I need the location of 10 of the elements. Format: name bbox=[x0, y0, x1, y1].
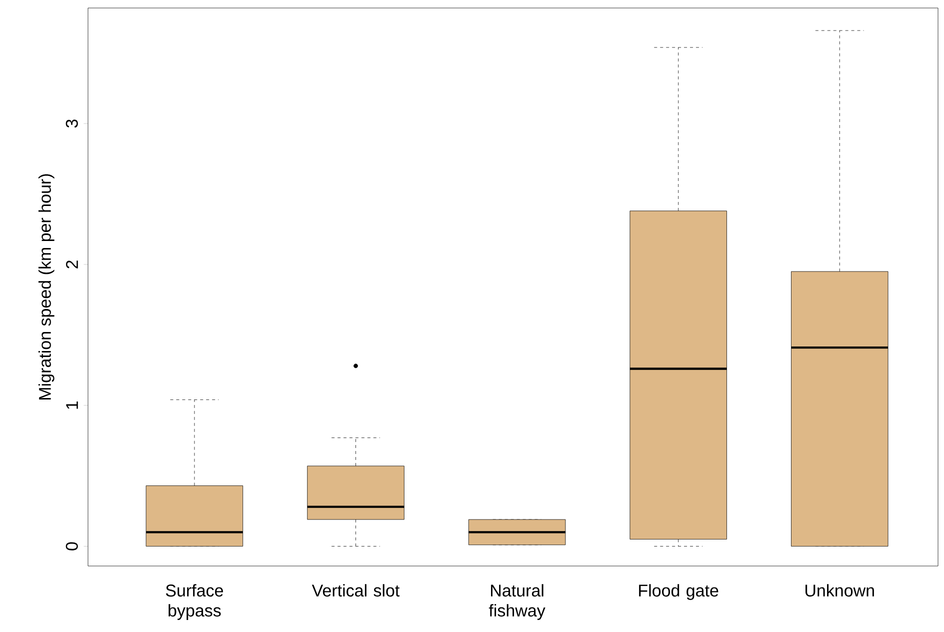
y-tick-label: 3 bbox=[66, 120, 78, 128]
x-tick-label: Surface bypass bbox=[166, 584, 223, 620]
y-axis-title: Migration speed (km per hour) bbox=[38, 174, 54, 400]
x-tick-label: Vertical slot bbox=[312, 584, 400, 597]
y-tick-label: 1 bbox=[66, 401, 78, 409]
x-tick-label: Natural fishway bbox=[488, 584, 546, 620]
y-tick-label: 2 bbox=[66, 260, 78, 268]
y-tick-label: 0 bbox=[66, 542, 78, 550]
x-tick-label: Unknown bbox=[806, 584, 874, 597]
x-tick-label: Flood gate bbox=[639, 584, 718, 600]
